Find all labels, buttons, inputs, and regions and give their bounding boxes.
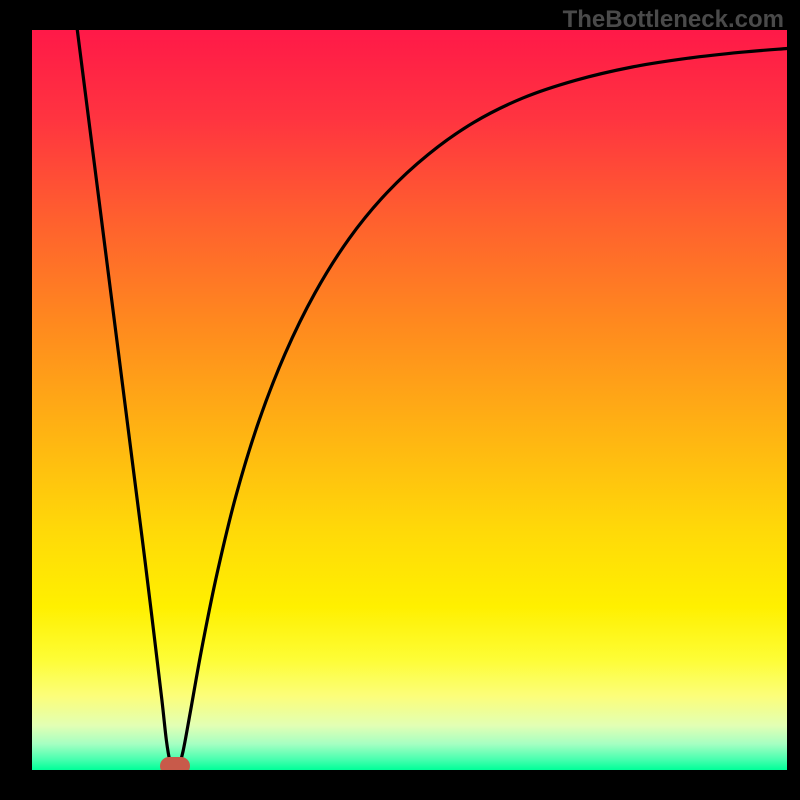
chart-container bbox=[0, 0, 800, 800]
minimum-marker bbox=[160, 757, 190, 770]
watermark-text: TheBottleneck.com bbox=[563, 6, 784, 34]
bottleneck-curve bbox=[32, 30, 787, 770]
plot-area bbox=[32, 30, 787, 770]
